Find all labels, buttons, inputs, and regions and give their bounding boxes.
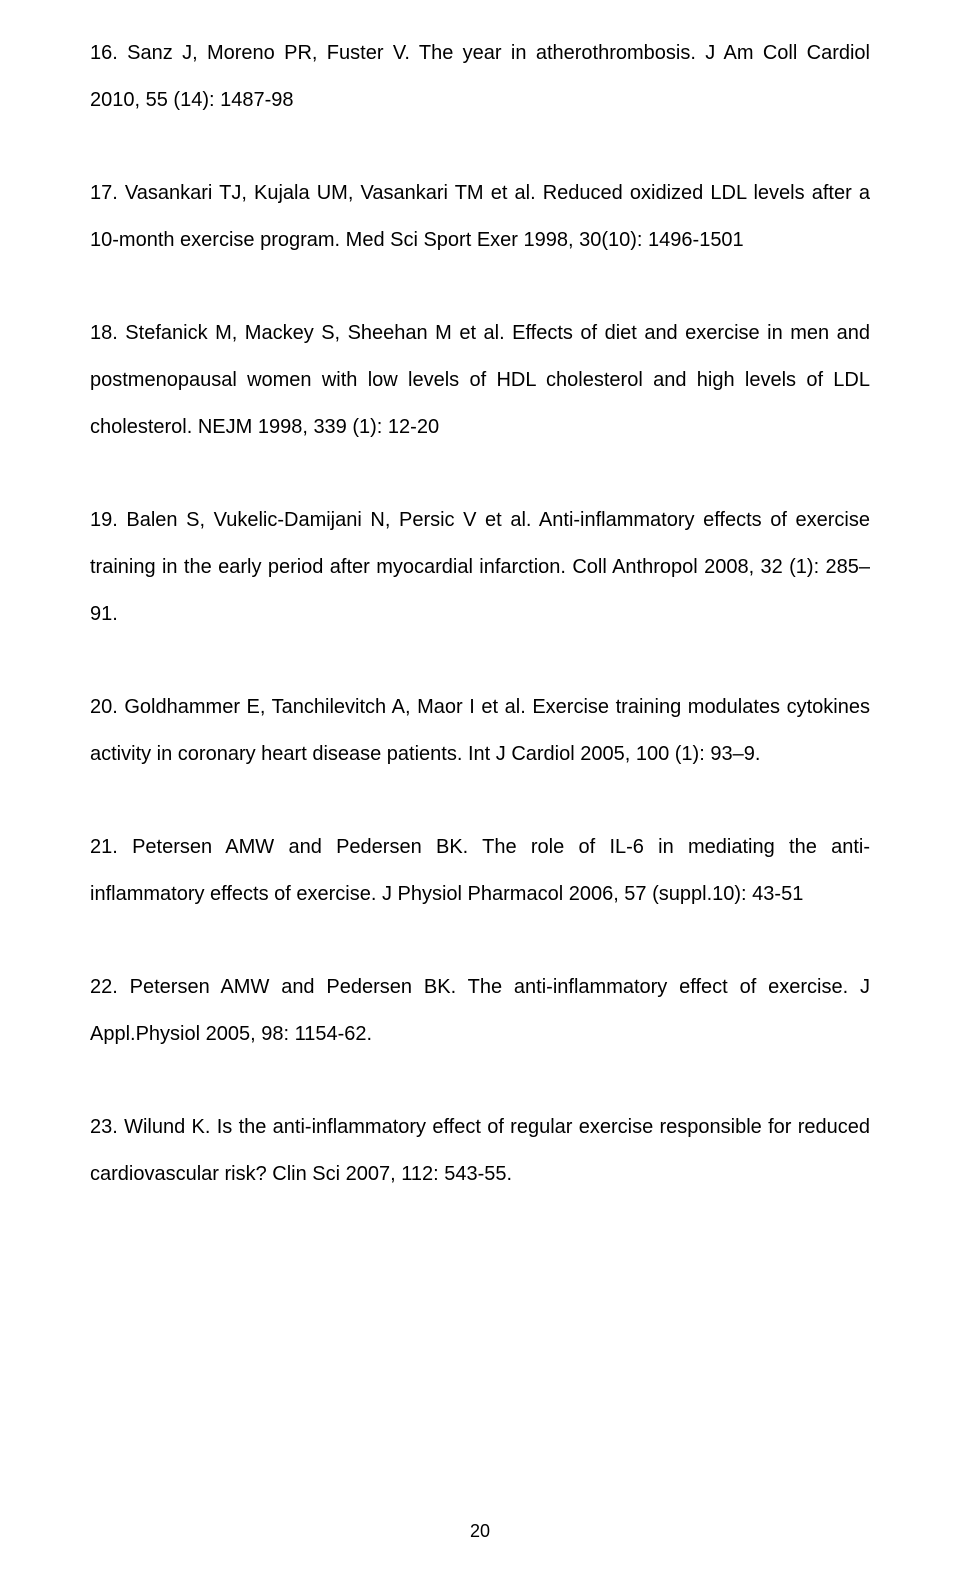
reference-23: 23. Wilund K. Is the anti-inflammatory e…	[90, 1104, 870, 1198]
reference-19: 19. Balen S, Vukelic-Damijani N, Persic …	[90, 497, 870, 638]
reference-18: 18. Stefanick M, Mackey S, Sheehan M et …	[90, 310, 870, 451]
page-number: 20	[0, 1521, 960, 1542]
reference-17: 17. Vasankari TJ, Kujala UM, Vasankari T…	[90, 170, 870, 264]
reference-16: 16. Sanz J, Moreno PR, Fuster V. The yea…	[90, 30, 870, 124]
reference-22: 22. Petersen AMW and Pedersen BK. The an…	[90, 964, 870, 1058]
reference-21: 21. Petersen AMW and Pedersen BK. The ro…	[90, 824, 870, 918]
reference-20: 20. Goldhammer E, Tanchilevitch A, Maor …	[90, 684, 870, 778]
